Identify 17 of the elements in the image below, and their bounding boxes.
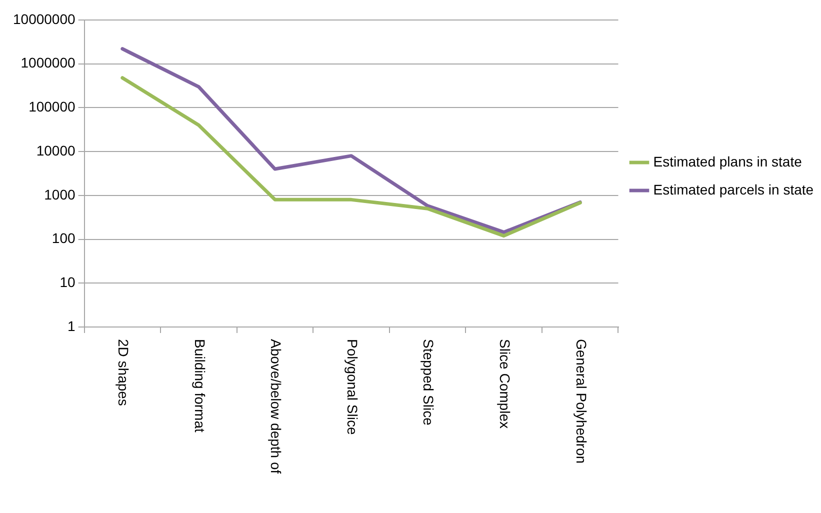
legend-label: Estimated parcels in state <box>653 181 814 198</box>
x-tick-label: Stepped Slice <box>420 339 437 426</box>
y-tick-label: 10 <box>60 274 76 290</box>
y-tick-label: 100 <box>52 230 76 246</box>
x-tick-label: 2D shapes <box>116 339 132 406</box>
y-tick-label: 100000 <box>28 98 76 115</box>
x-tick-label: Above/below depth of <box>268 339 284 474</box>
y-tick-label: 10000000 <box>12 10 76 27</box>
y-tick-label: 1000 <box>44 186 76 202</box>
x-tick-label: General Polyhedron <box>573 339 590 464</box>
y-tick-label: 1 <box>67 318 76 334</box>
y-tick-label: 10000 <box>36 142 76 158</box>
x-tick-label: Slice Complex <box>496 339 513 428</box>
legend-label: Estimated plans in state <box>653 153 802 170</box>
y-tick-label: 1000000 <box>20 54 76 71</box>
x-tick-label: Building format <box>192 339 208 432</box>
x-tick-label: Polygonal Slice <box>344 339 360 435</box>
